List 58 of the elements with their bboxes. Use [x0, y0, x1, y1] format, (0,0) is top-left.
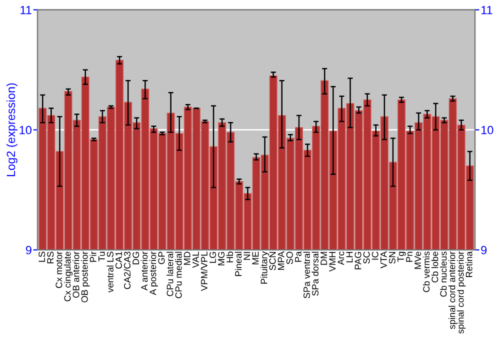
x-tick-label: Pituitary — [260, 251, 270, 284]
x-tick-label: A posterior — [149, 251, 158, 296]
x-tick-label: CPu medial — [175, 252, 182, 298]
x-tick-label: SN — [388, 252, 396, 264]
x-tick-label: Cb lobe — [431, 252, 438, 282]
x-tick-label: DM — [320, 252, 327, 265]
x-tick-label: Pineal — [234, 252, 242, 276]
x-tick-label: SPa dorsal — [312, 252, 319, 296]
x-tick-label: CA2/CA3 — [124, 252, 131, 290]
x-tick-label: ME — [252, 252, 259, 264]
x-tick-label: Retina — [466, 251, 472, 278]
x-tick-label: GP — [158, 252, 165, 264]
x-tick-label: Hb — [226, 252, 234, 262]
x-tick-label: Cx cingulate — [64, 252, 73, 302]
x-tick-label: MD — [184, 252, 190, 265]
x-tick-label: VMH — [329, 252, 336, 272]
x-tick-label: LG — [209, 252, 216, 263]
x-tick-label: Cx motor — [56, 251, 62, 288]
x-tick-label: DG — [132, 252, 140, 264]
x-tick-label: CA1 — [116, 252, 122, 269]
x-tick-label: Tg — [398, 252, 406, 262]
x-tick-label: SC — [363, 252, 370, 264]
y-tick-label: 10 — [20, 126, 32, 134]
x-tick-label: IC — [372, 252, 378, 260]
x-tick-label: spinal cord posterior — [457, 251, 466, 334]
x-tick-label: VPM/VPL — [200, 252, 208, 291]
x-tick-label: Tu — [98, 252, 105, 262]
y-tick-label: 9 — [26, 246, 32, 254]
x-tick-label: A anterior — [140, 251, 148, 291]
x-tick-label: PAG — [354, 252, 362, 270]
x-tick-label: RS — [47, 252, 54, 264]
x-tick-label: SPa ventral — [303, 252, 310, 298]
x-tick-label: Pn — [406, 252, 412, 262]
x-tick-label: SCN — [269, 252, 276, 270]
x-tick-label: Arc — [338, 252, 344, 266]
x-tick-label: ventral LS — [106, 252, 114, 293]
x-tick-label: Cb vermis — [422, 252, 430, 292]
y-axis-title: Log2 (expression) — [6, 83, 18, 176]
x-tick-label: OB posterior — [81, 251, 90, 302]
x-tick-label: spinal cord anterior — [448, 251, 458, 329]
x-tick-label: CPu lateral — [166, 252, 174, 296]
y2-tick-label: 9 — [481, 246, 487, 254]
x-tick-label: Pir — [90, 251, 96, 262]
x-tick-label: LS — [38, 252, 46, 262]
x-tick-label: NI — [244, 252, 250, 260]
x-tick-label: SO — [286, 252, 293, 264]
y2-tick-label: 10 — [481, 126, 494, 134]
x-tick-label: VAL — [192, 252, 199, 268]
x-tick-label: VTA — [380, 251, 387, 268]
x-tick-label: LH — [346, 252, 353, 262]
x-tick-label: Pa — [295, 251, 302, 262]
x-tick-label: Cb nucleus — [440, 252, 447, 297]
y2-tick-label: 11 — [481, 6, 492, 14]
x-tick-label: MG — [218, 252, 225, 266]
x-tick-label: MPA — [278, 251, 284, 270]
x-tick-label: OB anterior — [72, 251, 80, 298]
y-tick-label: 11 — [20, 6, 32, 14]
x-tick-label: MVe — [414, 252, 422, 269]
